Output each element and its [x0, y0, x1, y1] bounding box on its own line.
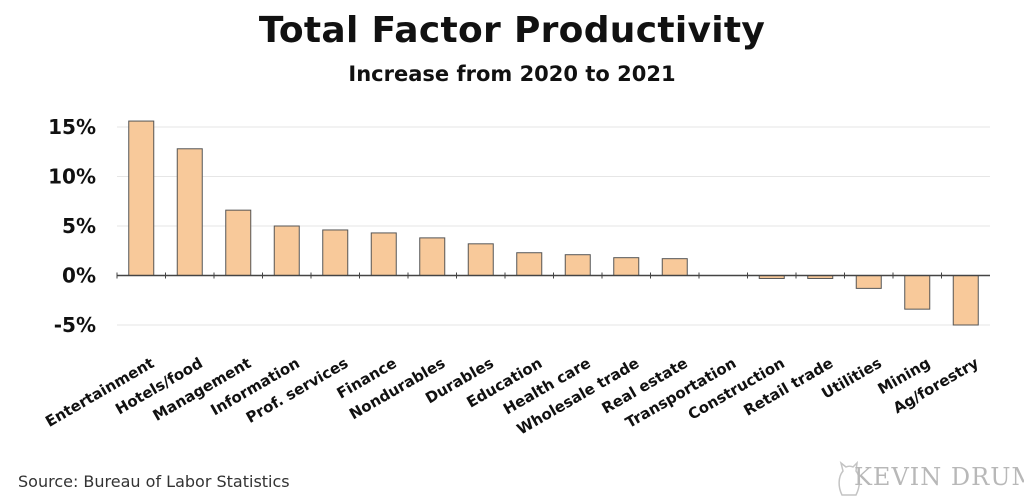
cat-silhouette-icon — [838, 460, 861, 496]
brand-text: KEVIN DRUM — [854, 463, 1024, 491]
bar — [419, 237, 446, 277]
bars — [128, 120, 979, 326]
source-note: Source: Bureau of Labor Statistics — [18, 472, 290, 491]
y-tick-label: 10% — [48, 165, 96, 189]
y-tick-label: 5% — [62, 214, 96, 238]
brand-logo: KEVIN DRUM — [834, 457, 1024, 497]
y-axis-ticks: -5% 0% 5% 10% 15% — [48, 115, 96, 337]
chart-title: Total Factor Productivity — [258, 10, 766, 51]
grid-lines — [117, 126, 990, 326]
bar — [661, 258, 688, 277]
bar — [855, 275, 882, 289]
bar — [322, 229, 349, 277]
zero-axis — [116, 272, 990, 279]
bar — [273, 225, 300, 276]
bar — [564, 254, 591, 277]
chart-subtitle: Increase from 2020 to 2021 — [348, 62, 676, 86]
bar — [952, 275, 979, 326]
y-tick-label: 0% — [62, 264, 96, 288]
bar — [467, 243, 494, 277]
y-tick-label: -5% — [54, 313, 96, 337]
bar — [128, 120, 155, 276]
bar — [370, 232, 397, 276]
y-tick-label: 15% — [48, 115, 96, 139]
bar — [613, 257, 640, 276]
bar — [516, 252, 543, 276]
bar — [904, 275, 931, 310]
bar — [225, 209, 252, 276]
x-axis-labels: EntertainmentHotels/foodManagementInform… — [42, 354, 982, 439]
bar — [176, 148, 203, 276]
